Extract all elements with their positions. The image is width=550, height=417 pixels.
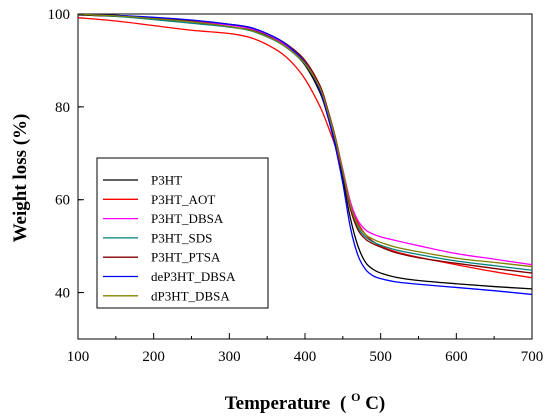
y-tick-label: 80 xyxy=(55,100,70,116)
legend-label-p3ht-sds: P3HT_SDS xyxy=(151,230,212,245)
x-axis: 100 200 300 400 500 600 700 xyxy=(67,333,544,365)
x-tick-label: 200 xyxy=(142,349,165,365)
x-tick-label: 300 xyxy=(218,349,241,365)
y-axis: 40 60 80 100 xyxy=(48,7,84,302)
x-axis-title-unit-sup: O xyxy=(351,390,360,404)
legend-box xyxy=(96,157,269,309)
y-tick-label: 60 xyxy=(55,193,70,209)
legend-label-dp3ht-dbsa: dP3HT_DBSA xyxy=(151,288,230,303)
legend-label-p3ht-ptsa: P3HT_PTSA xyxy=(151,250,221,265)
legend-items: P3HT P3HT_AOT P3HT_DBSA P3HT_SDS P3HT_PTSAde… xyxy=(103,173,236,303)
x-axis-title-unit-open: ( xyxy=(340,393,346,414)
x-tick-label: 500 xyxy=(369,349,392,365)
legend: P3HT P3HT_AOT P3HT_DBSA P3HT_SDS P3HT_PTSAde… xyxy=(96,157,269,309)
series-line-dep3ht-dbsa xyxy=(78,14,532,296)
series-line-dp3ht-dbsa xyxy=(78,14,532,268)
x-axis-title-unit-close: C) xyxy=(365,393,385,414)
y-tick-label: 40 xyxy=(55,286,70,302)
x-tick-label: 600 xyxy=(445,349,468,365)
x-tick-label: 400 xyxy=(294,349,317,365)
x-tick-label: 700 xyxy=(521,349,544,365)
legend-label-p3ht: P3HT xyxy=(151,173,182,188)
y-axis-title: Weight loss (%) xyxy=(10,114,31,243)
x-axis-title: Temperature ( O C) xyxy=(225,385,386,414)
x-tick-label: 100 xyxy=(67,349,90,365)
legend-label-dep3ht-dbsa: deP3HT_DBSA xyxy=(151,269,236,284)
legend-label-p3ht-dbsa: P3HT_DBSA xyxy=(151,211,224,226)
series-layer xyxy=(78,14,532,296)
y-tick-label: 100 xyxy=(48,7,71,23)
x-axis-title-main: Temperature xyxy=(225,393,331,414)
legend-label-p3ht-aot: P3HT_AOT xyxy=(151,192,215,207)
